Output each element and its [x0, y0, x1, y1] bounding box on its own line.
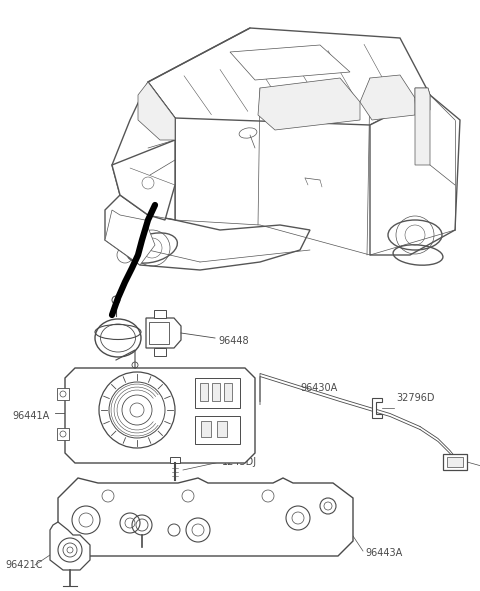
- Text: 96421C: 96421C: [5, 560, 43, 570]
- Polygon shape: [112, 82, 175, 220]
- Text: 32796D: 32796D: [396, 393, 434, 403]
- Polygon shape: [372, 398, 382, 418]
- Polygon shape: [105, 210, 155, 265]
- Text: 96448: 96448: [218, 336, 249, 346]
- Text: 96430A: 96430A: [300, 383, 337, 393]
- Polygon shape: [112, 140, 175, 220]
- Bar: [195, 416, 240, 444]
- Bar: [200, 383, 208, 401]
- Text: 1243DJ: 1243DJ: [222, 457, 257, 467]
- Bar: [224, 383, 232, 401]
- Bar: [57, 428, 69, 440]
- Text: 96443A: 96443A: [365, 548, 402, 558]
- Polygon shape: [148, 28, 430, 125]
- Polygon shape: [230, 45, 350, 80]
- Polygon shape: [65, 368, 255, 463]
- Bar: [149, 322, 169, 344]
- Bar: [217, 421, 227, 437]
- Polygon shape: [105, 195, 310, 270]
- Text: 96441A: 96441A: [12, 411, 49, 421]
- Text: 1125KD: 1125KD: [188, 515, 227, 525]
- Bar: [201, 421, 211, 437]
- Polygon shape: [370, 95, 460, 255]
- Polygon shape: [258, 78, 360, 130]
- Text: 1130AF: 1130AF: [188, 527, 225, 537]
- Bar: [170, 457, 180, 463]
- Polygon shape: [138, 82, 175, 140]
- Polygon shape: [58, 478, 353, 556]
- Polygon shape: [415, 88, 430, 112]
- Bar: [195, 378, 240, 408]
- Bar: [443, 454, 467, 470]
- Polygon shape: [50, 522, 90, 570]
- Polygon shape: [154, 348, 166, 356]
- Polygon shape: [360, 75, 415, 120]
- Polygon shape: [154, 310, 166, 318]
- Bar: [447, 457, 463, 467]
- Polygon shape: [415, 88, 430, 165]
- Bar: [57, 388, 69, 400]
- Bar: [212, 383, 220, 401]
- Text: 1130DD: 1130DD: [188, 539, 228, 549]
- Polygon shape: [146, 318, 181, 348]
